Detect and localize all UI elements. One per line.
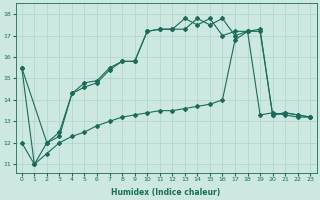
X-axis label: Humidex (Indice chaleur): Humidex (Indice chaleur) [111, 188, 221, 197]
